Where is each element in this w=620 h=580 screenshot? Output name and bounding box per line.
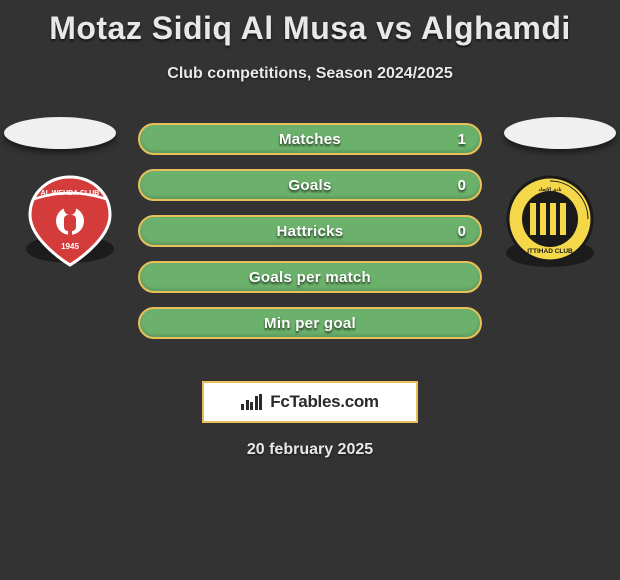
player-slot-left — [4, 117, 116, 149]
svg-text:ITTIHAD CLUB: ITTIHAD CLUB — [527, 248, 573, 255]
page-title: Motaz Sidiq Al Musa vs Alghamdi — [0, 0, 620, 47]
stat-label: Hattricks — [277, 223, 344, 240]
club-badge-left: AL WEHDA CLUB 1945 — [20, 171, 120, 276]
stat-value: 1 — [458, 131, 466, 148]
stat-bar-goals-per-match: Goals per match — [138, 261, 482, 293]
stat-bars: Matches 1 Goals 0 Hattricks 0 Goals per … — [138, 123, 482, 339]
stat-label: Goals per match — [249, 269, 371, 286]
club-badge-right: ITTIHAD CLUB نادي الاتحاد — [500, 171, 600, 276]
svg-text:1945: 1945 — [61, 242, 79, 251]
stat-value: 0 — [458, 223, 466, 240]
stat-bar-goals: Goals 0 — [138, 169, 482, 201]
stat-label: Min per goal — [264, 315, 356, 332]
brand-text: FcTables.com — [270, 392, 379, 412]
stat-bar-matches: Matches 1 — [138, 123, 482, 155]
ittihad-badge-icon: ITTIHAD CLUB نادي الاتحاد — [500, 171, 600, 271]
stat-bar-hattricks: Hattricks 0 — [138, 215, 482, 247]
stat-value: 0 — [458, 177, 466, 194]
stat-label: Goals — [288, 177, 331, 194]
svg-text:نادي الاتحاد: نادي الاتحاد — [538, 187, 562, 193]
chart-icon — [241, 394, 262, 410]
stats-area: AL WEHDA CLUB 1945 ITTIHAD CLUB نادي الا… — [0, 123, 620, 363]
brand-box[interactable]: FcTables.com — [202, 381, 418, 423]
al-wehda-badge-icon: AL WEHDA CLUB 1945 — [20, 171, 120, 271]
player-slot-right — [504, 117, 616, 149]
svg-text:AL WEHDA CLUB: AL WEHDA CLUB — [41, 190, 100, 197]
stat-bar-min-per-goal: Min per goal — [138, 307, 482, 339]
date-text: 20 february 2025 — [0, 441, 620, 459]
subtitle: Club competitions, Season 2024/2025 — [0, 65, 620, 83]
stat-label: Matches — [279, 131, 341, 148]
